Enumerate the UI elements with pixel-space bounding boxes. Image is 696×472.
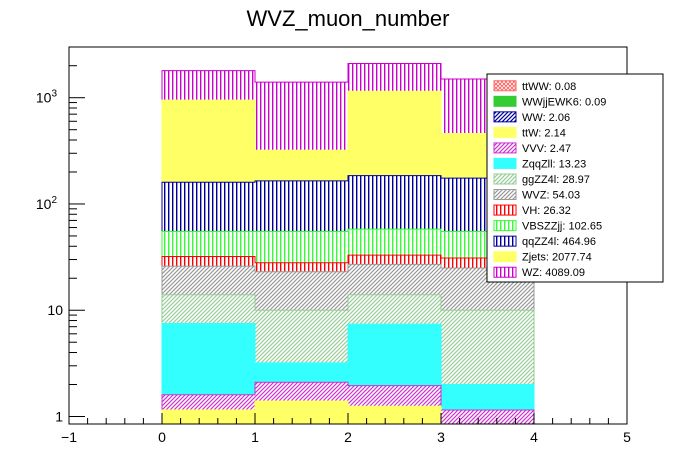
legend-entry-ww: WW: 2.06 — [493, 111, 570, 124]
y-tick-label: 10 — [47, 302, 63, 318]
legend-swatch — [493, 204, 517, 216]
legend-entry-vh: VH: 26.32 — [493, 204, 571, 217]
series-ttw — [161, 400, 534, 425]
legend-label: VH: 26.32 — [522, 205, 571, 217]
legend-label: WWjjEWK6: 0.09 — [522, 96, 606, 108]
legend-entry-vvv: VVV: 2.47 — [493, 142, 571, 155]
chart-title: WVZ_muon_number — [247, 6, 450, 31]
legend-entry-ttw: ttW: 2.14 — [493, 126, 566, 139]
legend-label: VBSZZjj: 102.65 — [522, 221, 602, 233]
x-tick-label: 2 — [344, 429, 352, 445]
legend-swatch — [493, 142, 517, 154]
x-tick-label: −1 — [61, 429, 77, 445]
legend-swatch — [493, 173, 517, 185]
legend-entry-zjets: Zjets: 2077.74 — [493, 251, 592, 264]
legend-label: WZ: 4089.09 — [522, 267, 585, 279]
bar-vvv-bin-3 — [441, 410, 534, 424]
legend-swatch — [493, 126, 517, 138]
outline-zqqzll — [161, 323, 535, 424]
legend-swatch — [493, 80, 517, 92]
y-tick-label: 103 — [36, 89, 58, 106]
y-tick-label: 102 — [36, 195, 58, 212]
legend-label: ZqqZll: 13.23 — [522, 158, 586, 170]
x-tick-label: 1 — [251, 429, 259, 445]
legend-label: qqZZ4l: 464.96 — [522, 236, 596, 248]
legend-label: VVV: 2.47 — [522, 143, 571, 155]
legend-entry-qqzz4l: qqZZ4l: 464.96 — [493, 235, 596, 248]
legend-entry-vbszzjj: VBSZZjj: 102.65 — [493, 220, 602, 233]
legend-entry-wvz: WVZ: 54.03 — [493, 189, 580, 202]
x-tick-label: 4 — [530, 429, 538, 445]
legend-entry-wwjjewk6: WWjjEWK6: 0.09 — [493, 95, 606, 108]
outline-vvv — [161, 381, 535, 424]
legend-entry-wz: WZ: 4089.09 — [493, 266, 585, 279]
legend-label: WVZ: 54.03 — [522, 190, 580, 202]
bar-ttw-bin-0 — [162, 410, 255, 424]
y-tick-label: 1 — [55, 408, 63, 424]
outline-ggzz4l — [161, 294, 535, 424]
legend-label: ggZZ4l: 28.97 — [522, 174, 590, 186]
x-tick-label: 5 — [623, 429, 631, 445]
legend-label: WW: 2.06 — [522, 112, 570, 124]
legend-swatch — [493, 189, 517, 201]
legend-swatch — [493, 157, 517, 169]
bar-ttw-bin-1 — [255, 400, 348, 424]
legend-label: ttWW: 0.08 — [522, 81, 576, 93]
legend-swatch — [493, 235, 517, 247]
legend-label: ttW: 2.14 — [522, 127, 566, 139]
legend-entry-ttww: ttWW: 0.08 — [493, 80, 576, 93]
legend-label: Zjets: 2077.74 — [522, 252, 592, 264]
x-tick-label: 0 — [158, 429, 166, 445]
legend-swatch — [493, 220, 517, 232]
bar-ttw-bin-2 — [348, 406, 441, 424]
legend-swatch — [493, 95, 517, 107]
legend-swatch — [493, 111, 517, 123]
legend-swatch — [493, 266, 517, 278]
legend-swatch — [493, 251, 517, 263]
legend-entry-zqqzll: ZqqZll: 13.23 — [493, 157, 586, 170]
x-tick-label: 3 — [437, 429, 445, 445]
legend-entry-ggzz4l: ggZZ4l: 28.97 — [493, 173, 590, 186]
